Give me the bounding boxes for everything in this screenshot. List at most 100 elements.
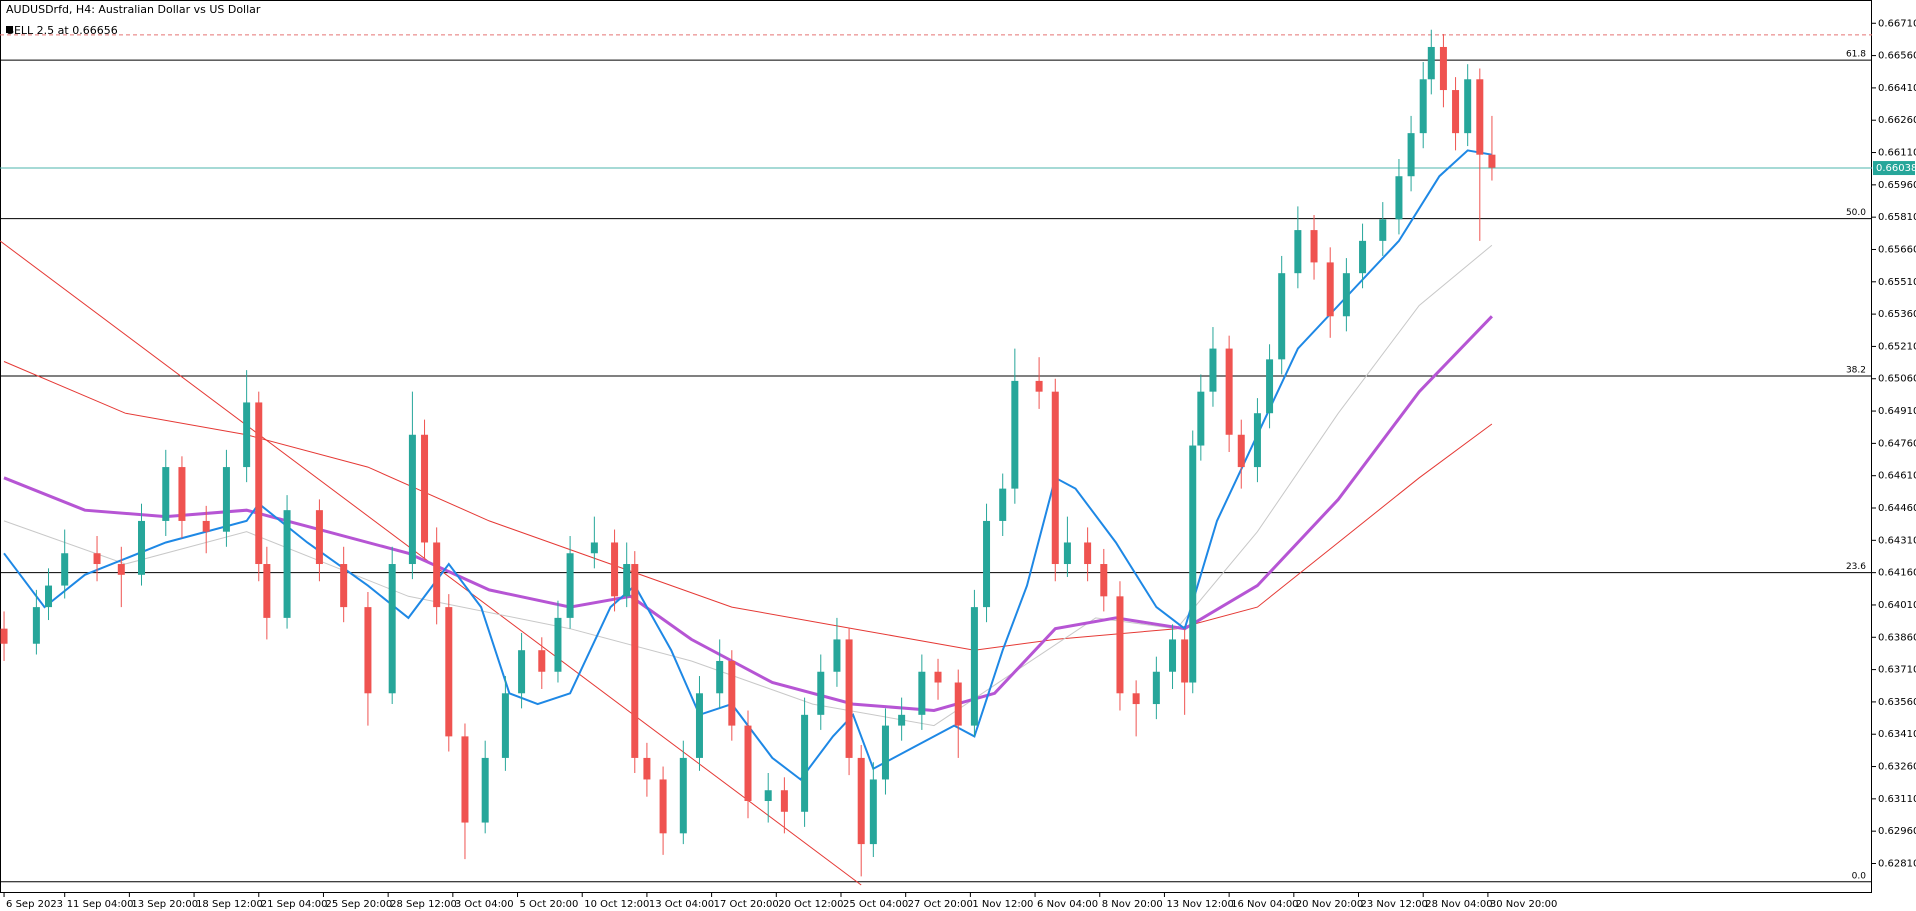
candle-body <box>1359 240 1367 274</box>
x-tick-label: 11 Sep 04:00 <box>67 899 134 910</box>
candle-body <box>1266 359 1274 414</box>
y-tick-label: 0.65810 <box>1878 212 1916 223</box>
candle-body <box>918 671 926 715</box>
y-tick-label: 0.66410 <box>1878 83 1916 94</box>
fib-label: 38.2 <box>1846 365 1866 375</box>
y-tick-label: 0.63710 <box>1878 665 1916 676</box>
candle-body <box>744 725 752 802</box>
candle-body <box>45 585 53 608</box>
candle-body <box>1407 133 1415 177</box>
candle-body <box>1488 154 1496 168</box>
x-tick-label: 18 Sep 12:00 <box>196 899 263 910</box>
y-tick-label: 0.63110 <box>1878 794 1916 805</box>
candle-body <box>1051 391 1059 565</box>
y-tick-label: 0.64760 <box>1878 438 1916 449</box>
y-tick-label: 0.64160 <box>1878 568 1916 579</box>
candle-body <box>1452 90 1460 134</box>
y-tick-label: 0.66710 <box>1878 18 1916 29</box>
candle-body <box>1152 671 1160 705</box>
y-tick-label: 0.64310 <box>1878 535 1916 546</box>
y-tick-label: 0.65960 <box>1878 180 1916 191</box>
candle-body <box>728 660 736 726</box>
candle-body <box>679 757 687 834</box>
price-tag-label: 0.66038 <box>1876 163 1916 174</box>
candle-body <box>695 693 703 758</box>
candle-body <box>255 402 263 565</box>
candle-body <box>934 671 942 683</box>
fib-label: 23.6 <box>1846 562 1866 572</box>
candle-body <box>554 617 562 672</box>
x-tick-label: 16 Nov 04:00 <box>1231 899 1298 910</box>
candle-body <box>845 639 853 758</box>
candle-body <box>857 757 865 845</box>
x-tick-label: 6 Sep 2023 <box>6 899 63 910</box>
candle-body <box>999 488 1007 521</box>
x-tick-label: 8 Nov 20:00 <box>1102 899 1163 910</box>
candle-body <box>1116 596 1124 694</box>
y-tick-label: 0.66560 <box>1878 51 1916 62</box>
moving-average <box>3 361 1493 651</box>
candle-body <box>1181 639 1189 683</box>
candle-body <box>869 779 877 845</box>
candle-body <box>243 402 251 468</box>
chart-title: AUDUSDrfd, H4: Australian Dollar vs US D… <box>6 3 261 16</box>
candle-body <box>1439 46 1447 91</box>
x-tick-label: 27 Oct 20:00 <box>908 899 973 910</box>
candle-body <box>222 467 230 532</box>
candle-body <box>445 607 453 737</box>
candle-body <box>801 714 809 812</box>
x-tick-label: 20 Oct 12:00 <box>778 899 843 910</box>
candle-body <box>1225 348 1233 435</box>
x-tick-label: 3 Oct 04:00 <box>455 899 514 910</box>
candle-body <box>518 650 526 694</box>
x-tick-label: 30 Nov 20:00 <box>1490 899 1557 910</box>
y-tick-label: 0.65510 <box>1878 277 1916 288</box>
candle-body <box>590 542 598 554</box>
fib-label: 0.0 <box>1852 871 1867 881</box>
candle-body <box>461 736 469 823</box>
candle-body <box>970 607 978 726</box>
candle-body <box>716 660 724 694</box>
candle-body <box>833 639 841 672</box>
order-icon <box>6 26 13 33</box>
candle-body <box>1209 348 1217 392</box>
candle-body <box>340 564 348 608</box>
candle-body <box>566 553 574 618</box>
candle-body <box>283 510 291 618</box>
candle-body <box>1342 273 1350 317</box>
y-tick-label: 0.63260 <box>1878 762 1916 773</box>
candle-body <box>1326 262 1334 317</box>
y-tick-label: 0.63860 <box>1878 632 1916 643</box>
candle-body <box>1419 79 1427 134</box>
candle-body <box>631 564 639 758</box>
candle-body <box>408 434 416 565</box>
candle-body <box>433 542 441 608</box>
price-tag <box>1873 161 1915 176</box>
candle-body <box>1379 219 1387 241</box>
plot-frame <box>0 0 1872 893</box>
fib-label: 61.8 <box>1846 50 1866 60</box>
x-tick-label: 28 Sep 12:00 <box>390 899 457 910</box>
candle-body <box>162 467 170 521</box>
y-tick-label: 0.62810 <box>1878 858 1916 869</box>
candle-body <box>1464 79 1472 134</box>
candle-body <box>1310 230 1318 263</box>
y-tick-label: 0.66110 <box>1878 148 1916 159</box>
candle-body <box>1035 380 1043 392</box>
x-tick-label: 25 Oct 04:00 <box>843 899 908 910</box>
candle-body <box>1253 413 1261 468</box>
candle-body <box>481 757 489 823</box>
moving-average <box>3 244 1493 727</box>
x-tick-label: 21 Sep 04:00 <box>261 899 328 910</box>
candle-body <box>1189 445 1197 683</box>
candle-body <box>1476 79 1484 155</box>
x-tick-label: 28 Nov 04:00 <box>1425 899 1492 910</box>
y-tick-label: 0.62960 <box>1878 826 1916 837</box>
candle-body <box>32 607 40 644</box>
x-tick-label: 20 Nov 20:00 <box>1296 899 1363 910</box>
candle-body <box>659 779 667 834</box>
candle-body <box>881 725 889 780</box>
candle-body <box>202 520 210 532</box>
